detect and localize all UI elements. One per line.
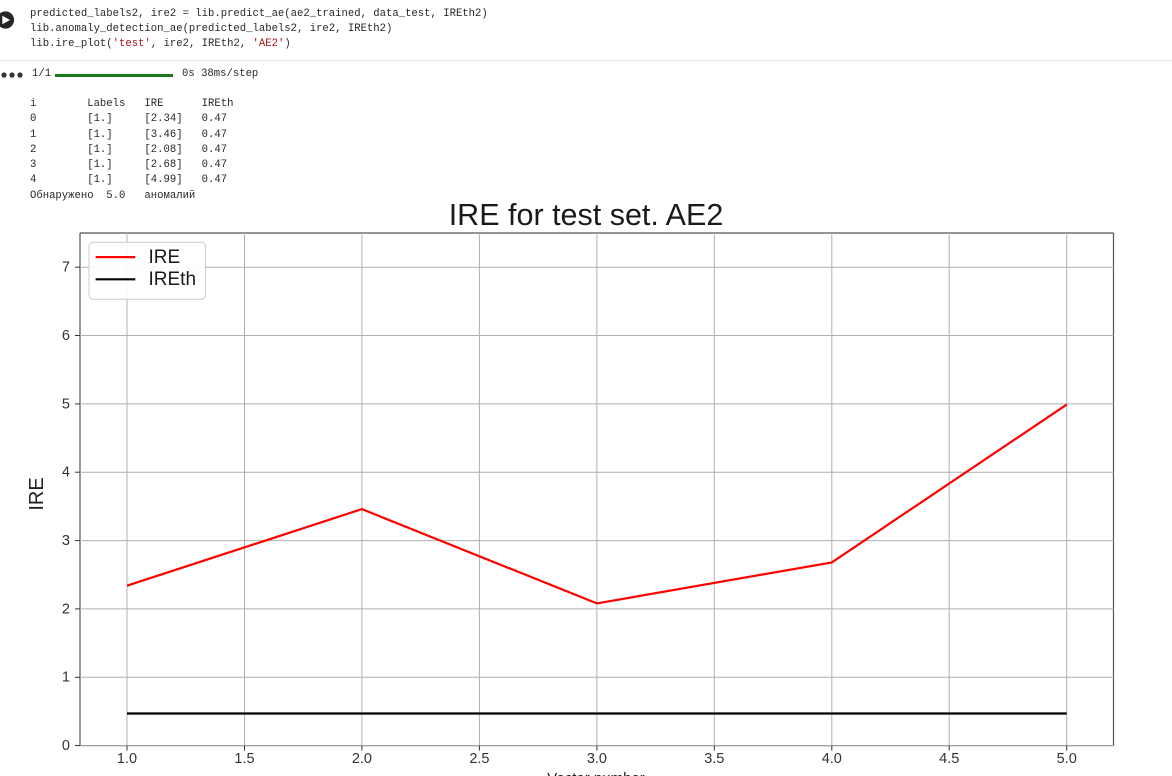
svg-text:1.5: 1.5 [234, 751, 254, 767]
svg-text:4.0: 4.0 [822, 751, 842, 767]
svg-text:Vector number: Vector number [547, 770, 645, 776]
svg-text:1: 1 [62, 670, 70, 686]
svg-text:1.0: 1.0 [117, 751, 137, 767]
svg-text:IREth: IREth [149, 269, 197, 290]
svg-text:7: 7 [62, 260, 70, 276]
svg-text:5.0: 5.0 [1057, 751, 1077, 767]
svg-text:3.0: 3.0 [587, 751, 607, 767]
svg-text:0: 0 [62, 738, 70, 754]
svg-text:4: 4 [62, 465, 70, 481]
svg-text:3: 3 [62, 533, 70, 549]
svg-text:5: 5 [62, 396, 70, 412]
svg-text:2: 2 [62, 601, 70, 617]
svg-text:2.5: 2.5 [469, 751, 489, 767]
svg-text:3.5: 3.5 [704, 751, 724, 767]
svg-text:2.0: 2.0 [352, 751, 372, 767]
svg-text:IRE: IRE [149, 247, 181, 268]
svg-text:4.5: 4.5 [939, 751, 959, 767]
svg-text:6: 6 [62, 328, 70, 344]
svg-text:IRE: IRE [26, 477, 48, 510]
